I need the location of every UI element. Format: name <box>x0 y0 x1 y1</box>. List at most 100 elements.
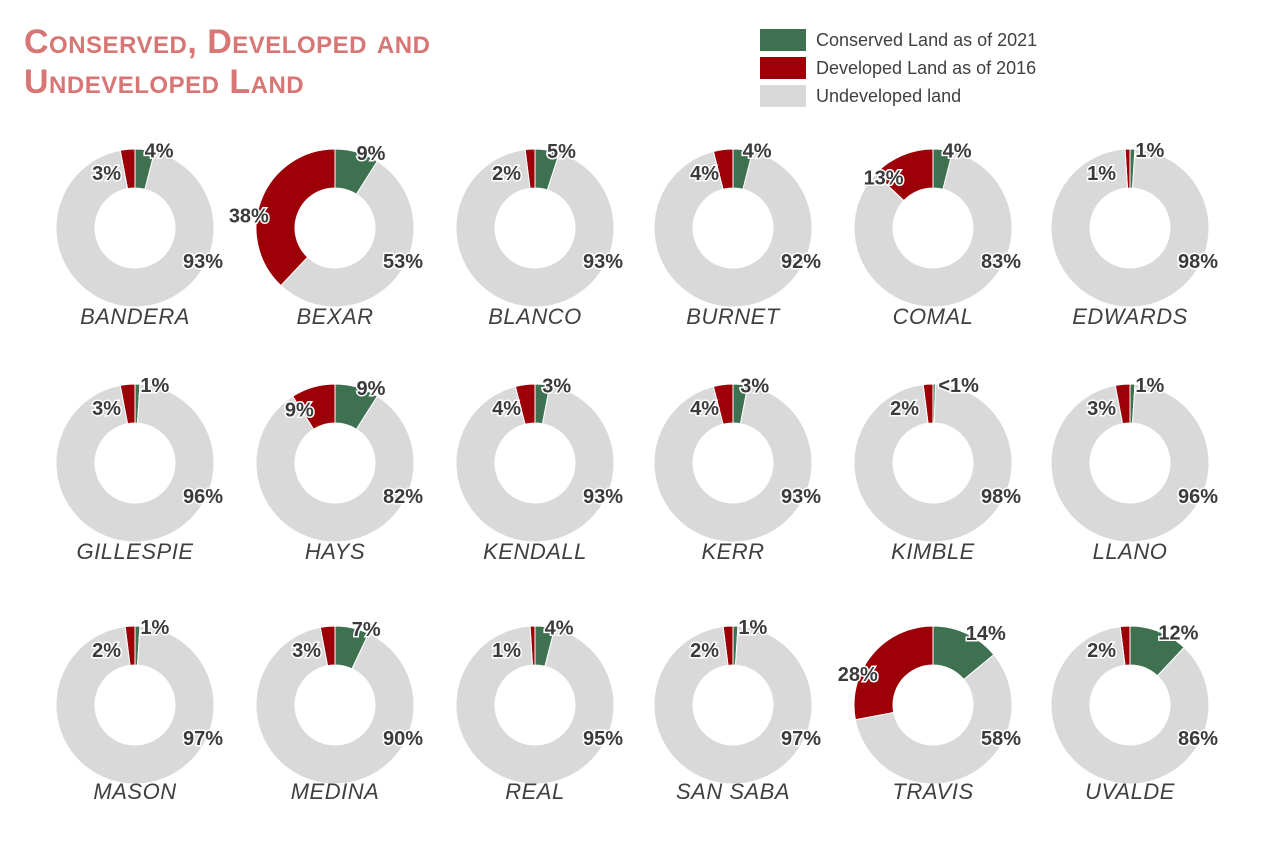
slice-undeveloped <box>455 149 615 308</box>
pct-label-undeveloped: 82% <box>383 486 423 508</box>
title-line-2: Undeveloped Land <box>24 63 305 101</box>
slice-undeveloped <box>55 383 215 543</box>
donut-chart-kimble: <1% 2% 98% <box>853 374 1023 543</box>
title-line-1: Conserved, Developed and <box>24 23 431 61</box>
pct-label-conserved: <1% <box>938 375 979 397</box>
pct-label-developed: 38% <box>229 206 269 228</box>
legend-swatch-developed <box>760 57 806 79</box>
pct-label-undeveloped: 97% <box>183 728 223 750</box>
pct-label-conserved: 9% <box>356 143 385 165</box>
slice-developed <box>712 383 734 425</box>
pct-label-conserved: 5% <box>547 141 576 163</box>
county-label: BURNET <box>686 304 780 329</box>
donut-chart-burnet: 4% 4% 92% <box>653 139 823 308</box>
slice-developed <box>853 625 934 721</box>
pct-label-undeveloped: 92% <box>781 251 821 273</box>
slice-developed <box>514 383 536 425</box>
pct-label-conserved: 3% <box>740 375 769 397</box>
donut-chart-edwards: 1% 1% 98% <box>1050 139 1220 308</box>
slice-undeveloped <box>455 625 615 785</box>
legend-swatch-conserved <box>760 29 806 51</box>
slice-undeveloped <box>55 625 215 785</box>
county-label: KENDALL <box>483 539 587 564</box>
county-label: BANDERA <box>80 304 190 329</box>
pct-label-developed: 3% <box>92 163 121 185</box>
pct-label-undeveloped: 93% <box>583 251 623 273</box>
donut-chart-travis: 14% 28% 58% <box>836 622 1023 785</box>
slice-undeveloped <box>255 626 415 785</box>
slice-undeveloped <box>1050 383 1210 543</box>
pct-label-developed: 13% <box>864 168 904 190</box>
donut-chart-llano: 1% 3% 96% <box>1050 374 1220 543</box>
pct-label-conserved: 1% <box>140 617 169 639</box>
donut-chart-medina: 7% 3% 90% <box>255 617 425 785</box>
slice-undeveloped <box>653 150 813 308</box>
pct-label-conserved: 4% <box>943 141 972 163</box>
legend-item-conserved: Conserved Land as of 2021 <box>760 26 1037 54</box>
pct-label-developed: 2% <box>690 640 719 662</box>
legend-item-developed: Developed Land as of 2016 <box>760 54 1037 82</box>
slice-undeveloped <box>653 384 813 543</box>
pct-label-developed: 28% <box>838 664 878 686</box>
slice-undeveloped <box>280 160 415 308</box>
pct-label-conserved: 1% <box>738 617 767 639</box>
legend-swatch-undeveloped <box>760 85 806 107</box>
county-label: COMAL <box>892 304 974 329</box>
donut-chart-san-saba: 1% 2% 97% <box>653 616 823 785</box>
slice-developed <box>255 148 336 287</box>
county-label: KERR <box>701 539 765 564</box>
pct-label-developed: 4% <box>690 163 719 185</box>
legend-label-conserved: Conserved Land as of 2021 <box>816 29 1038 50</box>
county-label: TRAVIS <box>892 779 974 804</box>
county-label: KIMBLE <box>891 539 975 564</box>
county-label: MEDINA <box>290 779 380 804</box>
slice-developed <box>291 383 336 430</box>
pct-label-developed: 2% <box>92 640 121 662</box>
pct-label-undeveloped: 95% <box>583 728 623 750</box>
county-label: GILLESPIE <box>76 539 194 564</box>
pct-label-undeveloped: 93% <box>183 251 223 273</box>
pct-label-developed: 3% <box>92 398 121 420</box>
pct-label-undeveloped: 96% <box>183 486 223 508</box>
slice-undeveloped <box>55 149 215 308</box>
pct-label-undeveloped: 58% <box>981 728 1021 750</box>
pct-label-developed: 2% <box>890 398 919 420</box>
slice-developed <box>319 625 336 667</box>
donut-chart-bandera: 4% 3% 93% <box>55 139 225 308</box>
donut-chart-bexar: 9% 38% 53% <box>227 142 425 308</box>
pct-label-undeveloped: 98% <box>1178 251 1218 273</box>
county-label: REAL <box>505 779 565 804</box>
pct-label-conserved: 1% <box>1135 140 1164 162</box>
pct-label-conserved: 1% <box>140 375 169 397</box>
slice-undeveloped <box>653 625 813 785</box>
donut-chart-real: 4% 1% 95% <box>455 616 625 785</box>
pct-label-undeveloped: 93% <box>583 486 623 508</box>
pct-label-undeveloped: 86% <box>1178 728 1218 750</box>
pct-label-conserved: 7% <box>352 619 381 641</box>
slice-undeveloped <box>455 384 615 543</box>
pct-label-conserved: 4% <box>545 618 574 640</box>
pct-label-developed: 2% <box>492 163 521 185</box>
legend-item-undeveloped: Undeveloped land <box>760 82 1037 110</box>
slice-developed <box>1114 383 1131 425</box>
pct-label-undeveloped: 96% <box>1178 486 1218 508</box>
donut-chart-kerr: 3% 4% 93% <box>653 374 823 543</box>
county-label: UVALDE <box>1085 779 1175 804</box>
slice-undeveloped <box>1050 148 1210 308</box>
pct-label-developed: 3% <box>1087 398 1116 420</box>
slice-developed <box>874 148 934 202</box>
page-title: Conserved, Developed and Undeveloped Lan… <box>24 22 430 102</box>
county-label: SAN SABA <box>675 779 791 804</box>
pct-label-developed: 4% <box>690 398 719 420</box>
donut-chart-mason: 1% 2% 97% <box>55 616 225 785</box>
pct-label-undeveloped: 83% <box>981 251 1021 273</box>
pct-label-undeveloped: 53% <box>383 251 423 273</box>
slice-undeveloped <box>854 653 1013 785</box>
pct-label-developed: 3% <box>292 640 321 662</box>
pct-label-undeveloped: 90% <box>383 728 423 750</box>
pct-label-conserved: 3% <box>542 375 571 397</box>
pct-label-undeveloped: 97% <box>781 728 821 750</box>
slice-developed <box>119 148 136 190</box>
donut-chart-gillespie: 1% 3% 96% <box>55 374 225 543</box>
